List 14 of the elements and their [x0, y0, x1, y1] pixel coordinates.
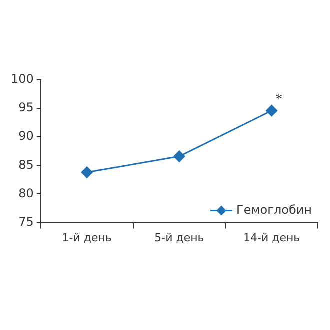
y-tick-label: 95: [18, 100, 34, 115]
y-tick-label: 90: [18, 129, 34, 144]
point: [174, 150, 186, 162]
y-tick-label: 100: [11, 72, 34, 86]
x-tick-label: 5-й день: [154, 231, 204, 244]
point: [81, 166, 93, 178]
y-tick-label: 75: [18, 214, 34, 229]
y-tick-label: 85: [18, 158, 34, 172]
y-tick-label: 80: [18, 186, 34, 200]
legend-label: Гемоглобин: [236, 202, 312, 217]
point: [266, 105, 278, 117]
x-tick-label: 1-й день: [62, 231, 112, 244]
annotation: *: [276, 92, 283, 108]
x-tick-label: 14-й день: [243, 231, 300, 244]
